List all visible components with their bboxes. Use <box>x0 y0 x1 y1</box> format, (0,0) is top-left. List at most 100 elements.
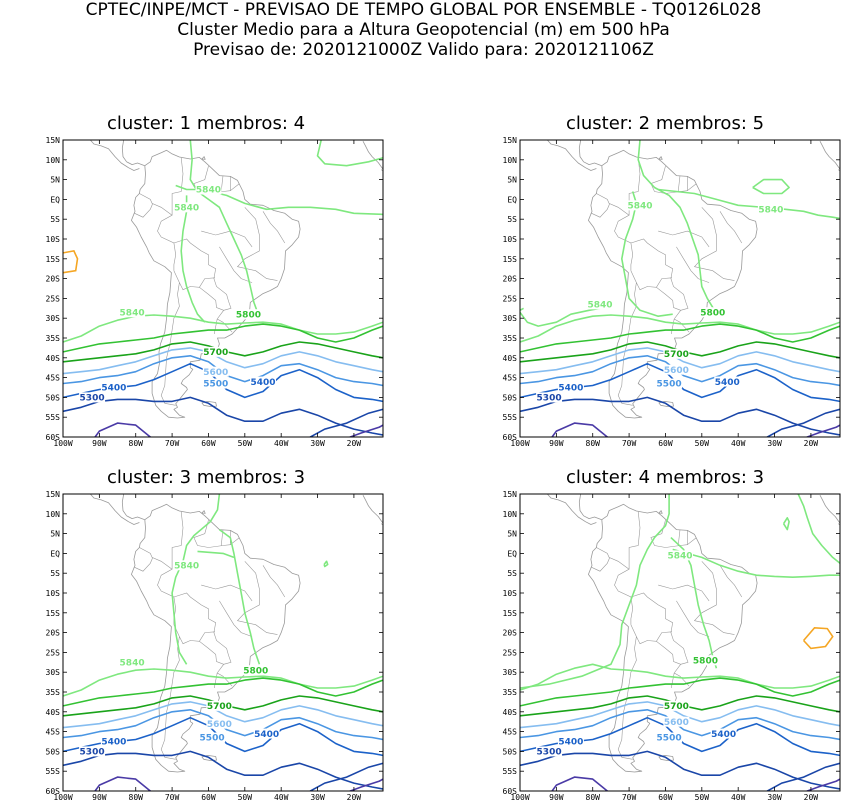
lat-tick-label: 25S <box>503 648 518 657</box>
country-border <box>650 520 697 548</box>
lat-tick-label: 40S <box>46 708 61 717</box>
country-border <box>262 565 286 598</box>
contour-5200 <box>94 776 152 791</box>
contour-label: 5500 <box>203 380 228 390</box>
contour-label: 5300 <box>80 748 105 758</box>
country-border <box>201 230 253 248</box>
map-frame <box>62 139 384 438</box>
country-border <box>676 600 710 637</box>
contour-label: 5800 <box>243 666 268 676</box>
contour-label-bg <box>206 718 233 729</box>
lon-tick-label: 70W <box>622 793 637 802</box>
country-border <box>199 641 224 665</box>
contour-label-bg <box>587 299 613 310</box>
contour-label: 5500 <box>200 734 225 744</box>
country-border <box>596 193 630 216</box>
contour-5200 <box>804 424 840 437</box>
country-border <box>591 557 611 572</box>
country-border <box>201 584 253 602</box>
lon-tick-label: 20W <box>804 439 819 448</box>
header-line-2: Cluster Medio para a Altura Geopotencial… <box>177 20 670 40</box>
contour-label-bg <box>557 382 584 393</box>
lat-tick-label: 10N <box>503 156 518 165</box>
contour-5840 <box>520 307 524 311</box>
lat-tick-label: 60S <box>503 433 518 442</box>
contour-label: 5840 <box>196 186 221 196</box>
lon-tick-label: 40W <box>274 439 289 448</box>
lat-tick-label: 25S <box>503 294 518 303</box>
country-border <box>236 561 278 635</box>
contour-label: 5400 <box>101 738 126 748</box>
contour-label-bg <box>663 716 690 727</box>
contour-label: 5600 <box>664 366 689 376</box>
country-border <box>719 211 743 244</box>
map-panel-2: 5840 584058405800570056005500540054005300… <box>503 136 841 448</box>
country-border <box>693 561 735 635</box>
contour-5600 <box>63 347 383 375</box>
contour-label-bg <box>663 700 690 711</box>
island-coastline <box>201 156 206 160</box>
contour-label: 5400 <box>101 384 126 394</box>
country-border <box>719 565 743 598</box>
country-border <box>656 641 681 665</box>
lon-tick-label: 90W <box>549 439 564 448</box>
country-border <box>173 238 233 333</box>
contour-5800 <box>63 677 383 707</box>
contour-5840 <box>520 307 601 327</box>
country-border <box>134 557 154 572</box>
country-border <box>193 520 240 548</box>
lat-tick-label: 40S <box>503 354 518 363</box>
lat-tick-label: 40S <box>46 354 61 363</box>
contour-5200 <box>347 778 383 791</box>
contour-label-bg <box>202 378 229 389</box>
lat-tick-label: 60S <box>46 433 61 442</box>
figure-header: CPTEC/INPE/MCT - PREVISAO DE TEMPO GLOBA… <box>0 0 847 60</box>
lat-tick-label: 50S <box>46 393 61 402</box>
contour-label-bg <box>119 657 146 668</box>
contour-label-bg <box>195 184 222 195</box>
contour-5840 <box>520 494 670 689</box>
lon-tick-label: 60W <box>658 439 673 448</box>
contour-label: 5840 <box>587 301 612 311</box>
island-coastline <box>658 156 663 160</box>
country-border <box>617 636 637 760</box>
contour-label: 5400 <box>715 378 740 388</box>
contour-label-bg <box>699 307 726 318</box>
country-border <box>630 238 690 333</box>
country-border <box>677 529 681 546</box>
lon-tick-label: 80W <box>586 793 601 802</box>
lon-tick-label: 20W <box>347 793 362 802</box>
country-border <box>173 592 233 687</box>
contour-label-bg <box>173 202 200 213</box>
contour-5200 <box>551 776 609 791</box>
country-border <box>614 511 641 625</box>
contour-label-bg <box>757 204 784 215</box>
island-coastline <box>201 755 217 761</box>
contour-label: 5300 <box>537 748 562 758</box>
panel-title-2: cluster: 2 membros: 5 <box>566 113 765 134</box>
country-border <box>677 175 681 192</box>
country-border <box>160 636 180 760</box>
contour-label-bg <box>250 376 276 387</box>
contour-5500 <box>520 709 840 741</box>
lat-tick-label: 15N <box>46 136 61 145</box>
map-frame <box>519 493 841 792</box>
contour-label-bg <box>536 392 563 403</box>
country-border <box>693 207 735 281</box>
lon-tick-label: 30W <box>310 793 325 802</box>
contour-label-bg <box>663 364 690 375</box>
lon-tick-label: 40W <box>274 793 289 802</box>
contour-label-bg <box>119 307 146 318</box>
coastline <box>103 494 145 521</box>
coastline <box>103 140 145 167</box>
lat-tick-label: 5N <box>507 530 517 539</box>
contour-label: 5700 <box>664 350 689 360</box>
contour-label-bg <box>202 366 229 377</box>
coastline <box>131 149 301 419</box>
coastline <box>819 495 840 526</box>
contour-5840 <box>752 178 790 195</box>
contour-5840 <box>323 560 329 568</box>
